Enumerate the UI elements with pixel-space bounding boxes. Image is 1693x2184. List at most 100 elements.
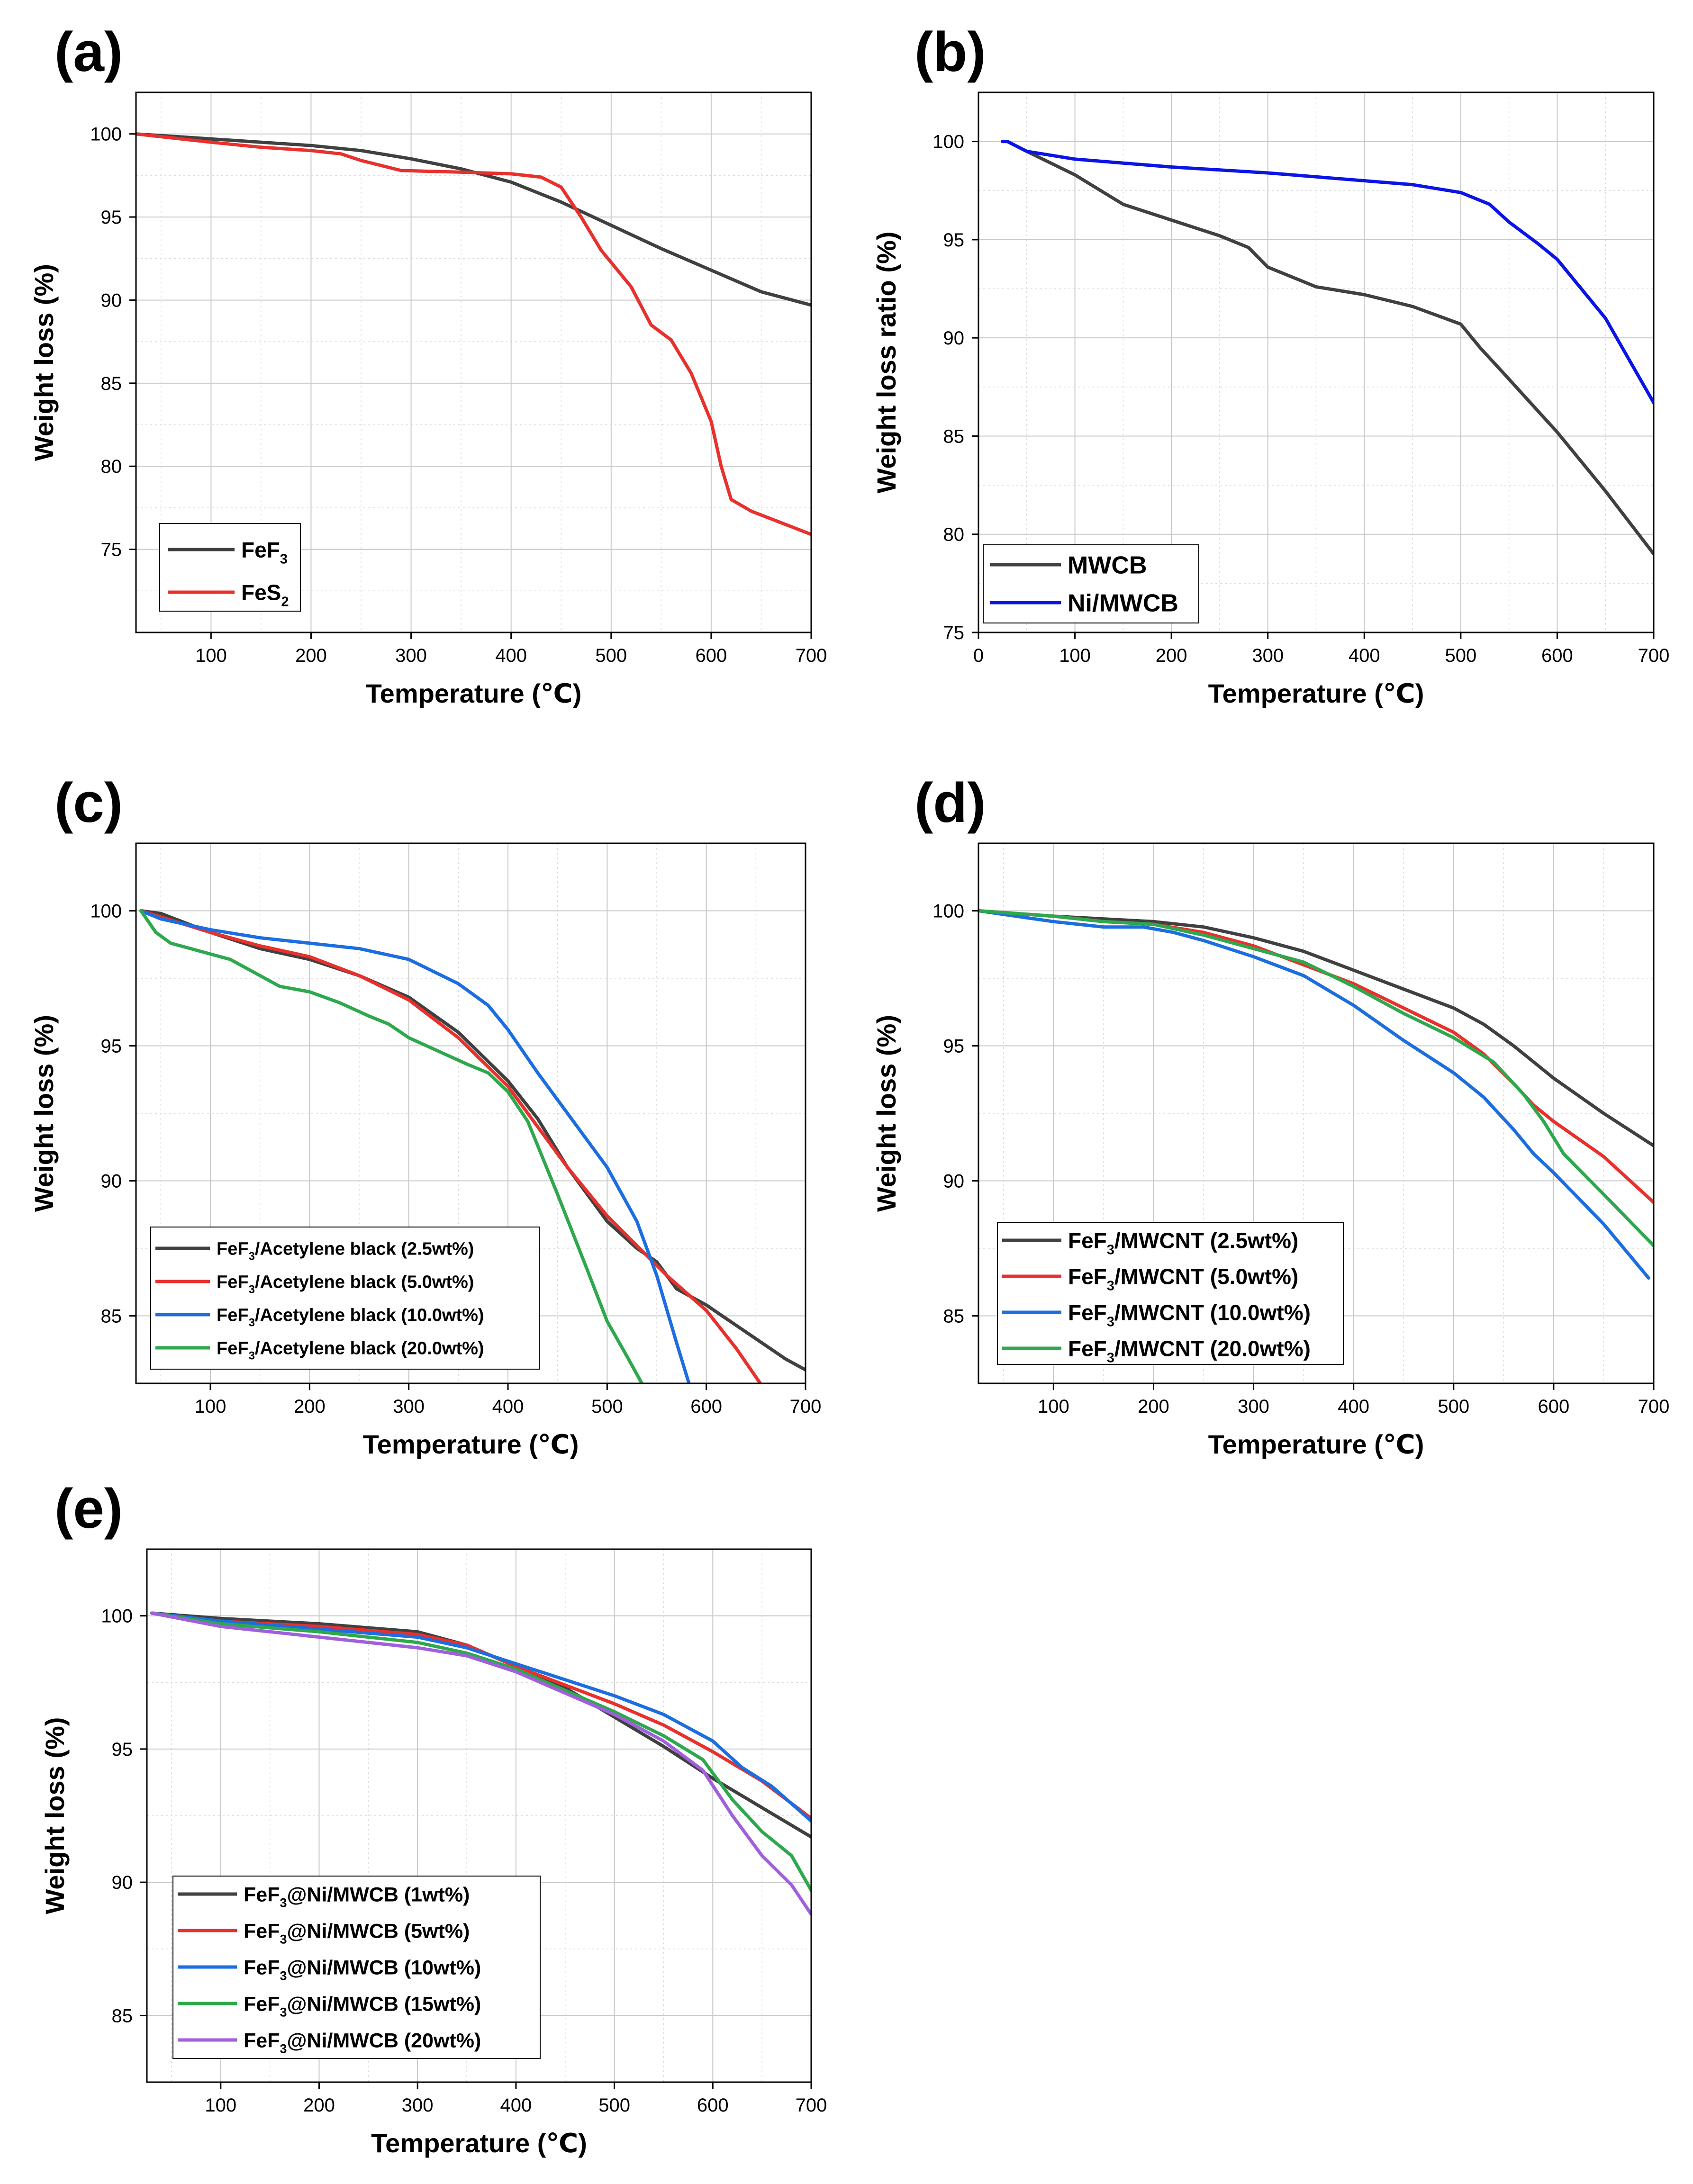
x-tick-label: 200 xyxy=(295,645,327,666)
x-tick-label: 400 xyxy=(495,645,527,666)
legend-entry: FeS2 xyxy=(241,580,289,610)
plot-frame xyxy=(135,91,812,633)
y-axis-title: Weight loss (%) xyxy=(871,1015,901,1212)
x-tick-label: 200 xyxy=(294,1396,326,1417)
series-line-2 xyxy=(139,909,691,1383)
series-group xyxy=(150,1611,811,1916)
x-tick-label: 400 xyxy=(1349,645,1380,666)
legend-entry-base: FeF xyxy=(1068,1264,1107,1289)
legend-entry-tail: /MWCNT (20.0wt%) xyxy=(1114,1336,1311,1361)
legend-entry-base: FeF xyxy=(217,1306,249,1326)
series-line-4 xyxy=(150,1611,811,1916)
x-tick-label: 600 xyxy=(696,645,727,666)
legend-entry-base: FeF xyxy=(244,1956,280,1979)
legend-box xyxy=(997,1222,1344,1365)
series-line-1 xyxy=(139,909,762,1383)
legend: FeF3@Ni/MWCB (1wt%)FeF3@Ni/MWCB (5wt%)Fe… xyxy=(172,1876,541,2059)
y-tick-label: 90 xyxy=(943,1171,965,1192)
x-tick-label: 500 xyxy=(598,2095,630,2116)
legend-entry-tail: @Ni/MWCB (5wt%) xyxy=(287,1920,470,1942)
legend-entry: FeF3 xyxy=(241,538,288,567)
x-axis-title: Temperature (℃) xyxy=(1208,678,1424,708)
x-tick-label: 100 xyxy=(205,2095,236,2116)
x-tick-label: 600 xyxy=(697,2095,729,2116)
y-tick-label: 75 xyxy=(101,540,122,560)
series-line-3 xyxy=(150,1611,811,1892)
legend-entry: Ni/MWCB xyxy=(1068,590,1178,617)
panel-e: (e) 100 200 300 400 500 600 700 85 90 95 100 Tempera… xyxy=(40,1478,827,2158)
legend-entry-subscript: 3 xyxy=(249,1283,255,1296)
x-tick-label: 300 xyxy=(402,2095,434,2116)
x-tick-label: 500 xyxy=(595,645,627,666)
y-tick-label: 95 xyxy=(112,1739,133,1760)
legend-entry-tail: @Ni/MWCB (10wt%) xyxy=(287,1956,481,1979)
x-axis-title: Temperature (℃) xyxy=(371,2128,587,2158)
x-tick-label: 0 xyxy=(973,645,984,666)
series-line-3 xyxy=(139,909,644,1383)
legend-entry-subscript: 3 xyxy=(249,1250,255,1263)
x-tick-label: 400 xyxy=(1338,1396,1369,1417)
legend-entry-subscript: 3 xyxy=(1107,1279,1114,1294)
legend-entry: FeF3/Acetylene black (5.0wt%) xyxy=(217,1272,474,1296)
legend-entry-subscript: 3 xyxy=(280,552,288,567)
legend-entry-tail: @Ni/MWCB (15wt%) xyxy=(287,1993,481,2015)
legend-entry-base: MWCB xyxy=(1068,552,1147,579)
y-tick-label: 90 xyxy=(101,1171,122,1192)
y-tick-label: 90 xyxy=(943,328,965,349)
legend-entry-base: FeF xyxy=(1068,1300,1107,1325)
legend-entry: FeF3@Ni/MWCB (15wt%) xyxy=(244,1993,481,2019)
legend-box xyxy=(159,523,301,612)
legend: MWCB Ni/MWCB xyxy=(983,544,1199,623)
legend-entry: MWCB xyxy=(1068,552,1147,579)
legend-entry: FeF3/MWCNT (5.0wt%) xyxy=(1068,1264,1298,1294)
x-axis-title: Temperature (℃) xyxy=(363,1429,579,1459)
x-tick-label: 200 xyxy=(1138,1396,1169,1417)
legend-entry-tail: @Ni/MWCB (1wt%) xyxy=(287,1883,470,1906)
legend-entry: FeF3@Ni/MWCB (10wt%) xyxy=(244,1956,481,1983)
legend-entry-base: FeF xyxy=(244,1920,280,1942)
y-tick-label: 80 xyxy=(101,456,122,477)
x-tick-label: 100 xyxy=(195,1396,226,1417)
legend-entry-subscript: 3 xyxy=(280,2041,287,2056)
plot-frame xyxy=(135,842,806,1384)
x-tick-label: 600 xyxy=(690,1396,722,1417)
legend-entry-tail: /Acetylene black (20.0wt%) xyxy=(255,1339,484,1359)
panel-label: (e) xyxy=(54,1478,123,1540)
legend-entry-subscript: 3 xyxy=(280,1895,287,1910)
panel-c: (c) 100 200 300 400 500 600 700 85 90 95 100 Tempera… xyxy=(29,772,821,1459)
legend-entry-subscript: 3 xyxy=(1107,1243,1114,1258)
y-axis-title: Weight loss ratio (%) xyxy=(871,232,901,494)
legend-entry-tail: /Acetylene black (2.5wt%) xyxy=(255,1239,474,1259)
legend-entry-base: FeF xyxy=(241,538,280,562)
panel-label: (c) xyxy=(54,772,123,834)
legend-box xyxy=(983,544,1199,623)
x-tick-label: 500 xyxy=(1445,645,1476,666)
legend-entry-base: FeF xyxy=(244,2029,280,2052)
panel-a: (a) 100 200 300 400 500 600 700 75 80 85 90 95 100 Tem… xyxy=(29,21,827,708)
x-tick-label: 600 xyxy=(1541,645,1573,666)
y-tick-label: 100 xyxy=(933,901,964,922)
panel-b: (b) 0 100 200 300 400 500 600 700 75 80 85 90 95 100 Te… xyxy=(871,21,1669,708)
x-tick-label: 300 xyxy=(1252,645,1284,666)
series-line-0 xyxy=(136,132,811,307)
x-tick-label: 300 xyxy=(395,645,427,666)
y-tick-label: 90 xyxy=(112,1872,133,1893)
legend-box xyxy=(150,1227,540,1370)
y-tick-label: 85 xyxy=(112,2005,133,2026)
y-tick-label: 85 xyxy=(943,1306,965,1327)
x-axis-title: Temperature (℃) xyxy=(1208,1429,1424,1459)
legend-entry-subscript: 3 xyxy=(249,1350,255,1363)
series-group xyxy=(1001,140,1654,556)
legend-entry-subscript: 3 xyxy=(280,1968,287,1983)
series-line-2 xyxy=(150,1611,811,1823)
y-tick-label: 95 xyxy=(943,230,965,251)
legend-entry: FeF3/Acetylene black (20.0wt%) xyxy=(217,1339,484,1363)
legend-entry-base: FeF xyxy=(244,1883,280,1906)
x-tick-label: 700 xyxy=(790,1396,822,1417)
y-tick-label: 100 xyxy=(101,1606,133,1627)
series-group xyxy=(978,909,1654,1280)
legend-entry-subscript: 3 xyxy=(1107,1351,1114,1366)
legend-entry: FeF3/Acetylene black (10.0wt%) xyxy=(217,1306,484,1329)
legend-entry-tail: /MWCNT (5.0wt%) xyxy=(1114,1264,1298,1289)
y-tick-label: 95 xyxy=(101,1036,122,1057)
